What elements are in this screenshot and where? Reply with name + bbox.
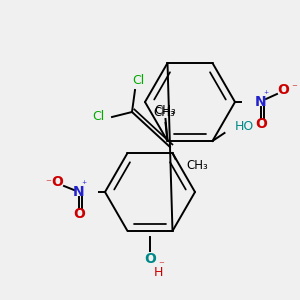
- Text: N: N: [73, 185, 85, 199]
- Text: CH₃: CH₃: [187, 158, 208, 172]
- Text: ⁺: ⁺: [263, 90, 268, 100]
- Text: ⁻: ⁻: [45, 178, 51, 188]
- Text: CH₃: CH₃: [154, 104, 176, 118]
- Text: ⁺: ⁺: [81, 180, 86, 190]
- Text: Cl: Cl: [132, 74, 144, 86]
- Text: N: N: [255, 95, 267, 109]
- Text: O: O: [51, 175, 63, 189]
- Text: O: O: [73, 207, 85, 221]
- Text: O: O: [144, 252, 156, 266]
- Text: Cl: Cl: [92, 110, 104, 122]
- Text: H: H: [154, 266, 164, 278]
- Text: HO: HO: [235, 121, 254, 134]
- Text: O: O: [255, 117, 267, 131]
- Text: ⁻: ⁻: [291, 83, 297, 93]
- Text: CH₃: CH₃: [154, 106, 175, 119]
- Text: O: O: [277, 83, 289, 97]
- Text: ⁻: ⁻: [158, 260, 164, 270]
